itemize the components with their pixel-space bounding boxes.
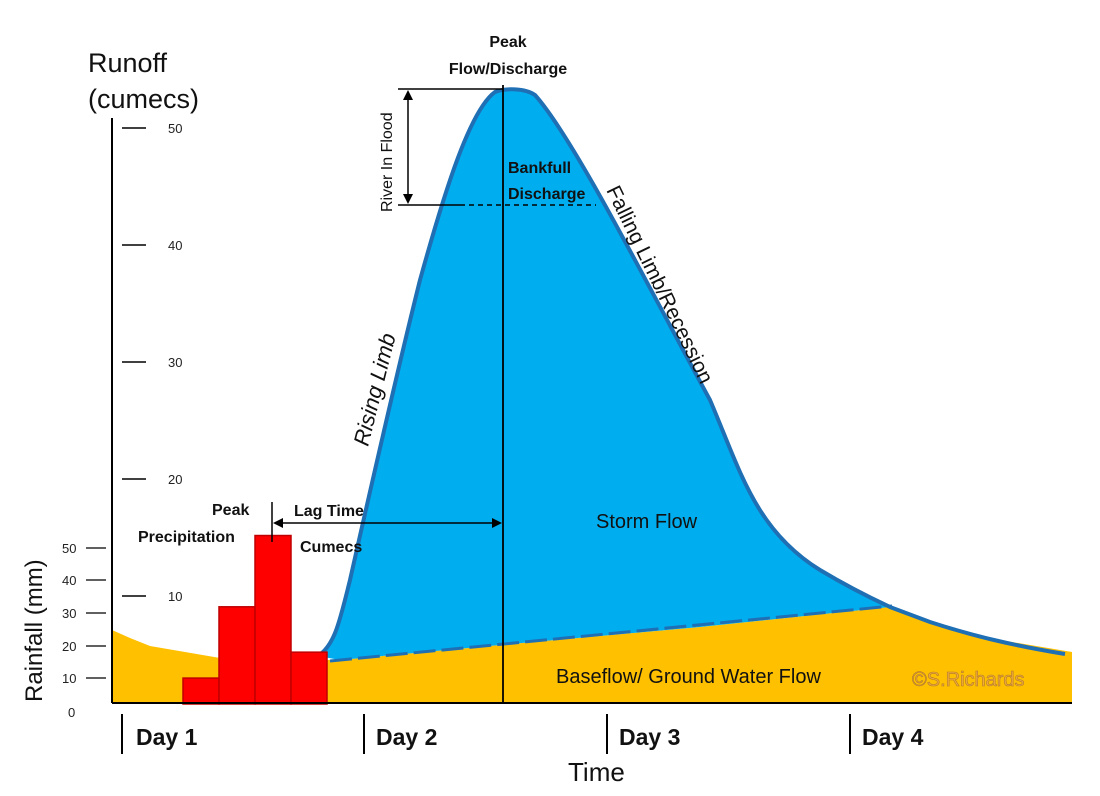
rainfall-tick-label: 50 [62,541,76,556]
runoff-tick-label: 40 [168,238,182,253]
runoff-tick-label: 10 [168,589,182,604]
day-markers: Day 1 Day 2 Day 3 Day 4 [121,714,924,754]
rainfall-tick-label: 10 [62,671,76,686]
hydrograph-curve [316,87,1066,658]
day-label: Day 2 [376,724,437,750]
bankfull-label-line2: Discharge [508,186,585,203]
baseflow-separation-line [329,604,893,663]
rainfall-bars [182,534,328,705]
baseflow-label: Baseflow/ Ground Water Flow [556,666,821,688]
rainfall-tick-label: 40 [62,573,76,588]
time-axis-title: Time [568,757,625,787]
day-label: Day 1 [136,724,198,750]
rainfall-bar [254,534,292,705]
runoff-tick-label: 50 [168,121,182,136]
baseflow-area [112,607,1072,703]
day-label: Day 4 [862,724,924,750]
peak-flow-label-line2: Flow/Discharge [449,61,567,78]
storm-flow-label: Storm Flow [596,511,698,533]
rainfall-bar [218,606,256,705]
bankfull-label-line1: Bankfull [508,160,571,177]
runoff-ticks: 50 40 30 20 10 [122,121,182,604]
rainfall-axis-title: Rainfall (mm) [21,559,48,702]
rainfall-ticks: 50 40 30 20 10 0 [62,541,106,720]
rainfall-tick-label: 30 [62,606,76,621]
day-label: Day 3 [619,724,680,750]
peak-precip-label-line1: Peak [212,502,249,519]
runoff-tick-label: 20 [168,472,182,487]
peak-flow-label-line1: Peak [489,34,526,51]
rainfall-bar [182,677,220,705]
river-in-flood-label: River In Flood [379,112,396,212]
rainfall-tick-label: 0 [68,705,75,720]
runoff-axis-title: Runoff [88,48,168,78]
rainfall-bar [290,651,328,705]
runoff-axis-unit: (cumecs) [88,84,199,114]
lag-time-label: Lag Time [294,503,364,520]
copyright-label: ©S.Richards [912,669,1025,691]
storm-flow-area [318,89,890,661]
runoff-tick-label: 30 [168,355,182,370]
peak-precip-label-line2: Precipitation [138,529,235,546]
cumecs-label: Cumecs [300,539,362,556]
rainfall-tick-label: 20 [62,639,76,654]
